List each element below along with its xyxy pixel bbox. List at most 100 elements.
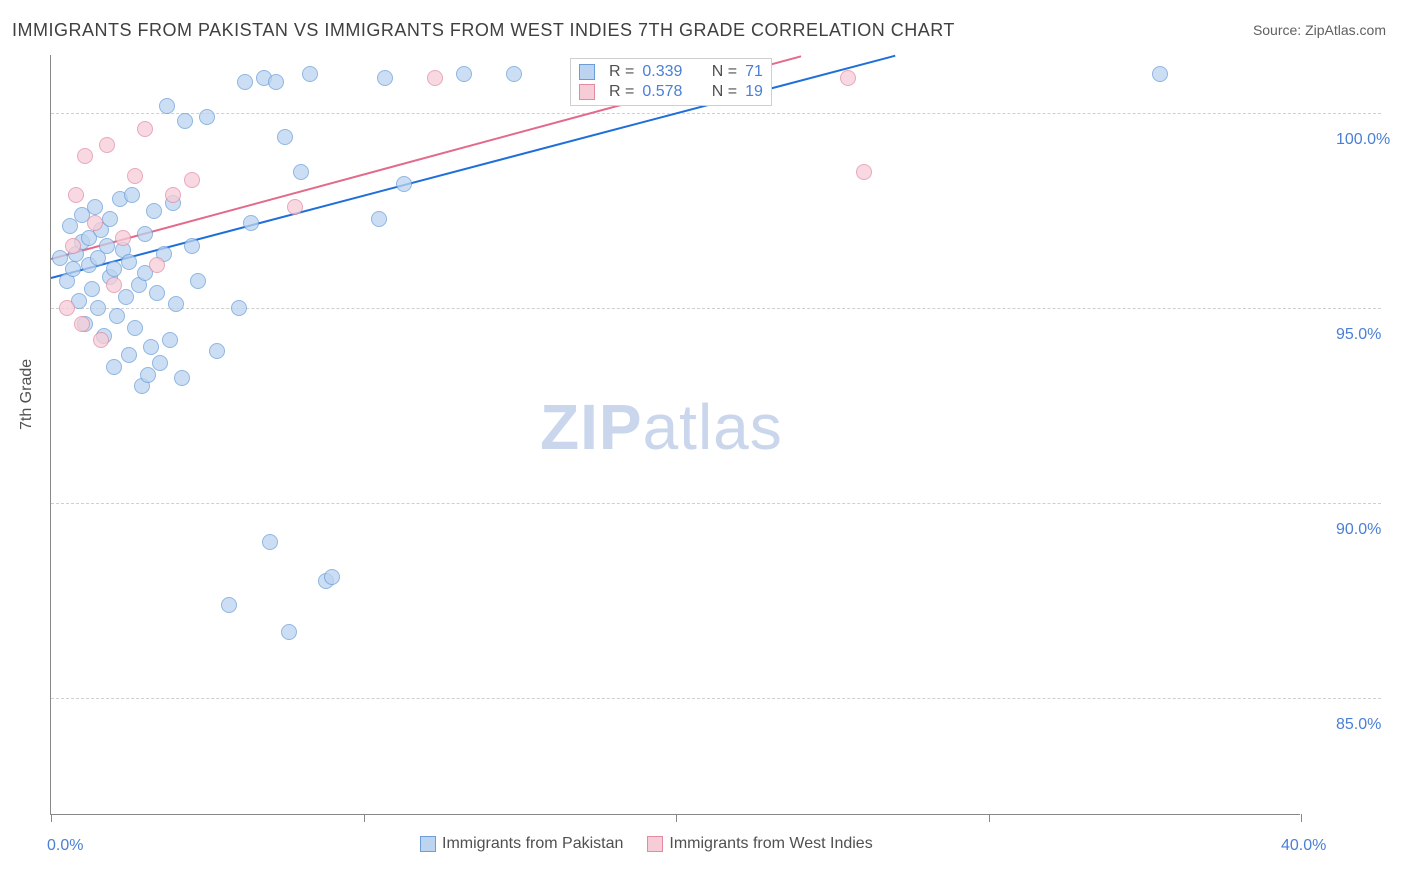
- data-point: [287, 199, 303, 215]
- gridline: [51, 113, 1381, 114]
- data-point: [1152, 66, 1168, 82]
- data-point: [377, 70, 393, 86]
- data-point: [324, 569, 340, 585]
- bottom-legend: Immigrants from Pakistan Immigrants from …: [420, 835, 873, 853]
- data-point: [124, 187, 140, 203]
- data-point: [77, 148, 93, 164]
- data-point: [93, 332, 109, 348]
- x-tick: [51, 814, 52, 822]
- x-tick: [364, 814, 365, 822]
- data-point: [106, 277, 122, 293]
- data-point: [149, 257, 165, 273]
- data-point: [243, 215, 259, 231]
- data-point: [237, 74, 253, 90]
- data-point: [856, 164, 872, 180]
- data-point: [184, 238, 200, 254]
- gridline: [51, 698, 1381, 699]
- data-point: [109, 308, 125, 324]
- legend-swatch: [579, 84, 595, 100]
- data-point: [199, 109, 215, 125]
- data-point: [165, 187, 181, 203]
- legend-swatch: [647, 836, 663, 852]
- data-point: [65, 261, 81, 277]
- data-point: [506, 66, 522, 82]
- data-point: [102, 211, 118, 227]
- data-point: [209, 343, 225, 359]
- data-point: [456, 66, 472, 82]
- data-point: [106, 261, 122, 277]
- data-point: [115, 230, 131, 246]
- corr-n-value: 71: [745, 63, 763, 81]
- corr-r-value: 0.578: [642, 83, 682, 101]
- data-point: [87, 199, 103, 215]
- data-point: [62, 218, 78, 234]
- data-point: [262, 534, 278, 550]
- data-point: [371, 211, 387, 227]
- data-point: [87, 215, 103, 231]
- correlation-row: R = 0.578 N = 19: [579, 82, 763, 102]
- data-point: [268, 74, 284, 90]
- x-tick: [989, 814, 990, 822]
- data-point: [118, 289, 134, 305]
- data-point: [59, 300, 75, 316]
- x-tick-label: 0.0%: [47, 837, 83, 855]
- data-point: [396, 176, 412, 192]
- data-point: [177, 113, 193, 129]
- data-point: [281, 624, 297, 640]
- data-point: [190, 273, 206, 289]
- legend-label: Immigrants from Pakistan: [442, 835, 623, 853]
- y-tick-label: 100.0%: [1336, 131, 1390, 149]
- legend-item: Immigrants from Pakistan: [420, 835, 623, 853]
- x-tick-label: 40.0%: [1281, 837, 1326, 855]
- data-point: [137, 226, 153, 242]
- data-point: [231, 300, 247, 316]
- corr-n-value: 19: [745, 83, 763, 101]
- data-point: [277, 129, 293, 145]
- correlation-row: R = 0.339 N = 71: [579, 62, 763, 82]
- data-point: [99, 238, 115, 254]
- data-point: [174, 370, 190, 386]
- data-point: [221, 597, 237, 613]
- correlation-legend-box: R = 0.339 N = 71R = 0.578 N = 19: [570, 58, 772, 106]
- data-point: [168, 296, 184, 312]
- data-point: [184, 172, 200, 188]
- data-point: [90, 300, 106, 316]
- data-point: [159, 98, 175, 114]
- legend-swatch: [579, 64, 595, 80]
- data-point: [146, 203, 162, 219]
- scatter-plot-area: 85.0%90.0%95.0%100.0%0.0%40.0%: [50, 55, 1300, 815]
- gridline: [51, 308, 1381, 309]
- data-point: [84, 281, 100, 297]
- data-point: [65, 238, 81, 254]
- y-tick-label: 85.0%: [1336, 716, 1381, 734]
- data-point: [121, 347, 137, 363]
- chart-title: IMMIGRANTS FROM PAKISTAN VS IMMIGRANTS F…: [12, 20, 955, 41]
- data-point: [74, 316, 90, 332]
- y-axis-label: 7th Grade: [18, 359, 36, 430]
- data-point: [127, 320, 143, 336]
- data-point: [99, 137, 115, 153]
- legend-swatch: [420, 836, 436, 852]
- data-point: [162, 332, 178, 348]
- data-point: [149, 285, 165, 301]
- corr-r-value: 0.339: [642, 63, 682, 81]
- x-tick: [676, 814, 677, 822]
- data-point: [121, 254, 137, 270]
- data-point: [143, 339, 159, 355]
- data-point: [68, 187, 84, 203]
- y-tick-label: 90.0%: [1336, 521, 1381, 539]
- data-point: [293, 164, 309, 180]
- corr-n-label: N =: [712, 63, 737, 81]
- x-tick: [1301, 814, 1302, 822]
- gridline: [51, 503, 1381, 504]
- legend-item: Immigrants from West Indies: [647, 835, 872, 853]
- data-point: [127, 168, 143, 184]
- legend-label: Immigrants from West Indies: [669, 835, 872, 853]
- data-point: [427, 70, 443, 86]
- data-point: [152, 355, 168, 371]
- y-tick-label: 95.0%: [1336, 326, 1381, 344]
- corr-n-label: N =: [712, 83, 737, 101]
- data-point: [302, 66, 318, 82]
- source-credit: Source: ZipAtlas.com: [1253, 22, 1386, 38]
- data-point: [106, 359, 122, 375]
